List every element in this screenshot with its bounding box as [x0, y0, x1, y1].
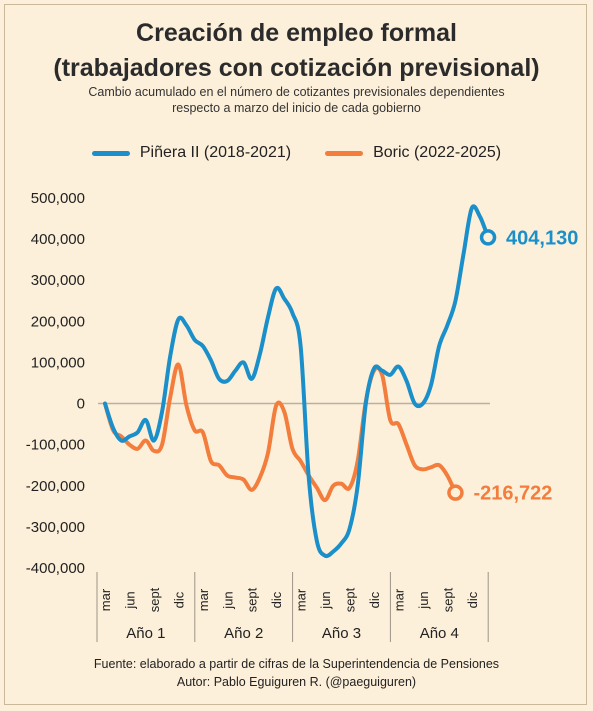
x-tick-label: mar	[98, 588, 113, 611]
x-tick-label: sept	[440, 587, 455, 612]
x-group-label: Año 1	[126, 625, 165, 642]
series-line-pinera	[103, 204, 491, 559]
end-label-pinera: 404,130	[506, 227, 578, 249]
legend-swatch-pinera	[91, 150, 130, 156]
chart-title-line1: Creación de empleo formal	[136, 19, 457, 47]
footer-source: Fuente: elaborado a partir de cifras de …	[93, 657, 500, 671]
chart-legend: Piñera II (2018-2021) Boric (2022-2025)	[0, 141, 593, 165]
x-tick-label: dic	[465, 591, 480, 608]
legend-item-boric: Boric (2022-2025)	[325, 144, 501, 162]
end-marker-boric	[447, 484, 464, 501]
legend-item-pinera: Piñera II (2018-2021)	[91, 144, 292, 162]
x-group-label: Año 4	[420, 625, 459, 642]
y-tick-label: 100,000	[31, 354, 85, 371]
series-line-boric	[103, 362, 458, 503]
x-tick-label: dic	[367, 591, 382, 608]
x-tick-label: mar	[294, 588, 309, 611]
x-tick-label: jun	[416, 591, 431, 609]
chart-frame	[4, 4, 587, 705]
footer-author: Autor: Pablo Eguiguren R. (@paeguiguren)	[176, 675, 417, 689]
end-label-boric: -216,722	[473, 483, 552, 505]
chart-subtitle-line1: Cambio acumulado en el número de cotizan…	[88, 85, 505, 99]
x-tick-label: sept	[245, 587, 260, 612]
y-tick-label: -100,000	[26, 437, 85, 454]
legend-label-pinera: Piñera II (2018-2021)	[139, 144, 292, 161]
chart-subtitle-line2: respecto a marzo del inicio de cada gobi…	[172, 101, 421, 115]
end-marker-pinera	[479, 229, 497, 246]
x-tick-label: sept	[147, 587, 162, 612]
x-tick-label: mar	[391, 588, 406, 611]
x-tick-label: dic	[269, 591, 284, 608]
x-group-label: Año 2	[224, 625, 263, 642]
x-tick-label: mar	[196, 588, 211, 611]
y-tick-label: -200,000	[26, 478, 85, 495]
y-tick-label: -400,000	[26, 560, 85, 577]
y-tick-label: 500,000	[31, 190, 85, 207]
legend-label-boric: Boric (2022-2025)	[373, 144, 502, 161]
x-tick-label: jun	[122, 591, 137, 609]
y-tick-label: 200,000	[31, 313, 85, 330]
x-tick-label: dic	[171, 591, 186, 608]
y-tick-label: 0	[77, 396, 85, 413]
x-tick-label: jun	[220, 591, 235, 609]
x-tick-label: jun	[318, 591, 333, 609]
y-tick-label: 400,000	[31, 231, 85, 248]
chart-title-line2: (trabajadores con cotización previsional…	[53, 54, 540, 82]
legend-swatch-boric	[325, 150, 364, 156]
x-group-label: Año 3	[322, 625, 361, 642]
y-tick-label: 300,000	[31, 272, 85, 289]
x-tick-label: sept	[343, 587, 358, 612]
y-tick-label: -300,000	[26, 519, 85, 536]
